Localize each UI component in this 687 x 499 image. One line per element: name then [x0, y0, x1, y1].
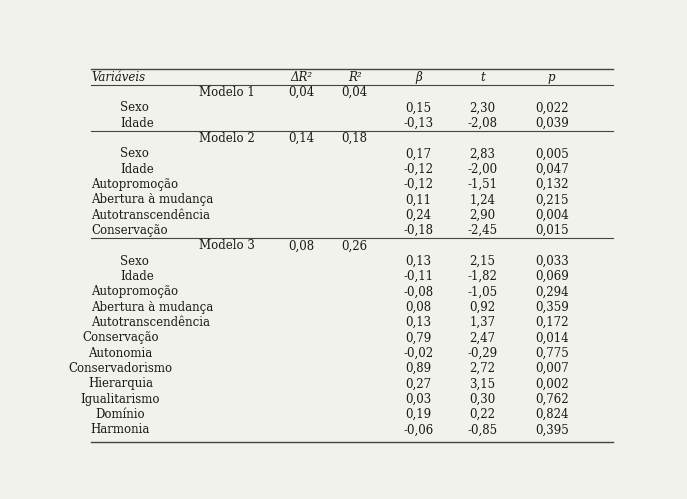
Text: ΔR²: ΔR² — [291, 71, 313, 84]
Text: -0,11: -0,11 — [404, 270, 433, 283]
Text: 0,014: 0,014 — [535, 331, 569, 344]
Text: 0,17: 0,17 — [405, 147, 431, 160]
Text: -0,29: -0,29 — [467, 347, 497, 360]
Text: 0,069: 0,069 — [535, 270, 569, 283]
Text: 0,11: 0,11 — [405, 193, 431, 207]
Text: Autonomia: Autonomia — [89, 347, 153, 360]
Text: -0,13: -0,13 — [403, 117, 433, 130]
Text: 0,824: 0,824 — [535, 408, 569, 421]
Text: 0,002: 0,002 — [535, 377, 569, 390]
Text: Idade: Idade — [120, 270, 155, 283]
Text: 0,03: 0,03 — [405, 393, 431, 406]
Text: Modelo 2: Modelo 2 — [199, 132, 255, 145]
Text: -1,51: -1,51 — [468, 178, 497, 191]
Text: Idade: Idade — [120, 117, 155, 130]
Text: Domínio: Domínio — [95, 408, 145, 421]
Text: 0,004: 0,004 — [535, 209, 569, 222]
Text: -0,06: -0,06 — [403, 424, 433, 437]
Text: 0,14: 0,14 — [289, 132, 315, 145]
Text: 0,26: 0,26 — [341, 240, 368, 252]
Text: 2,72: 2,72 — [469, 362, 495, 375]
Text: -0,18: -0,18 — [404, 224, 433, 237]
Text: 0,18: 0,18 — [341, 132, 368, 145]
Text: Abertura à mudança: Abertura à mudança — [91, 301, 214, 314]
Text: Modelo 3: Modelo 3 — [199, 240, 255, 252]
Text: 2,30: 2,30 — [469, 101, 495, 114]
Text: Idade: Idade — [120, 163, 155, 176]
Text: 0,92: 0,92 — [469, 301, 495, 314]
Text: 0,215: 0,215 — [535, 193, 569, 207]
Text: 0,27: 0,27 — [405, 377, 431, 390]
Text: 0,04: 0,04 — [289, 86, 315, 99]
Text: p: p — [548, 71, 556, 84]
Text: 0,08: 0,08 — [405, 301, 431, 314]
Text: -1,82: -1,82 — [468, 270, 497, 283]
Text: 0,015: 0,015 — [535, 224, 569, 237]
Text: -0,12: -0,12 — [404, 178, 433, 191]
Text: 0,039: 0,039 — [535, 117, 569, 130]
Text: 0,294: 0,294 — [535, 285, 569, 298]
Text: 3,15: 3,15 — [469, 377, 495, 390]
Text: 0,005: 0,005 — [535, 147, 569, 160]
Text: 0,359: 0,359 — [535, 301, 569, 314]
Text: t: t — [480, 71, 485, 84]
Text: Hierarquia: Hierarquia — [88, 377, 153, 390]
Text: Conservação: Conservação — [82, 331, 159, 344]
Text: -1,05: -1,05 — [467, 285, 497, 298]
Text: -0,85: -0,85 — [467, 424, 497, 437]
Text: 0,15: 0,15 — [405, 101, 431, 114]
Text: Autopromoção: Autopromoção — [91, 285, 179, 298]
Text: Igualitarismo: Igualitarismo — [81, 393, 160, 406]
Text: Variáveis: Variáveis — [91, 71, 146, 84]
Text: 0,13: 0,13 — [405, 254, 431, 267]
Text: 0,89: 0,89 — [405, 362, 431, 375]
Text: 0,033: 0,033 — [535, 254, 569, 267]
Text: 0,047: 0,047 — [535, 163, 569, 176]
Text: Sexo: Sexo — [120, 254, 149, 267]
Text: Sexo: Sexo — [120, 101, 149, 114]
Text: -0,02: -0,02 — [403, 347, 433, 360]
Text: 0,007: 0,007 — [535, 362, 569, 375]
Text: 0,08: 0,08 — [289, 240, 315, 252]
Text: 0,22: 0,22 — [469, 408, 495, 421]
Text: -2,00: -2,00 — [467, 163, 497, 176]
Text: Autotranscendência: Autotranscendência — [91, 316, 210, 329]
Text: 0,395: 0,395 — [535, 424, 569, 437]
Text: 0,24: 0,24 — [405, 209, 431, 222]
Text: 0,762: 0,762 — [535, 393, 569, 406]
Text: 0,775: 0,775 — [535, 347, 569, 360]
Text: 2,47: 2,47 — [469, 331, 495, 344]
Text: Conservação: Conservação — [91, 224, 168, 237]
Text: 2,15: 2,15 — [469, 254, 495, 267]
Text: Harmonia: Harmonia — [91, 424, 150, 437]
Text: 2,83: 2,83 — [469, 147, 495, 160]
Text: 1,37: 1,37 — [469, 316, 495, 329]
Text: 0,172: 0,172 — [535, 316, 569, 329]
Text: β: β — [415, 71, 422, 84]
Text: Abertura à mudança: Abertura à mudança — [91, 193, 214, 207]
Text: Autopromoção: Autopromoção — [91, 178, 179, 191]
Text: -2,08: -2,08 — [468, 117, 497, 130]
Text: -0,08: -0,08 — [403, 285, 433, 298]
Text: Conservadorismo: Conservadorismo — [69, 362, 172, 375]
Text: 0,04: 0,04 — [341, 86, 368, 99]
Text: 0,19: 0,19 — [405, 408, 431, 421]
Text: 1,24: 1,24 — [469, 193, 495, 207]
Text: Sexo: Sexo — [120, 147, 149, 160]
Text: R²: R² — [348, 71, 361, 84]
Text: 0,13: 0,13 — [405, 316, 431, 329]
Text: Modelo 1: Modelo 1 — [199, 86, 255, 99]
Text: 0,79: 0,79 — [405, 331, 431, 344]
Text: 0,022: 0,022 — [535, 101, 569, 114]
Text: -2,45: -2,45 — [467, 224, 497, 237]
Text: -0,12: -0,12 — [404, 163, 433, 176]
Text: 0,132: 0,132 — [535, 178, 569, 191]
Text: 2,90: 2,90 — [469, 209, 495, 222]
Text: Autotranscendência: Autotranscendência — [91, 209, 210, 222]
Text: 0,30: 0,30 — [469, 393, 495, 406]
